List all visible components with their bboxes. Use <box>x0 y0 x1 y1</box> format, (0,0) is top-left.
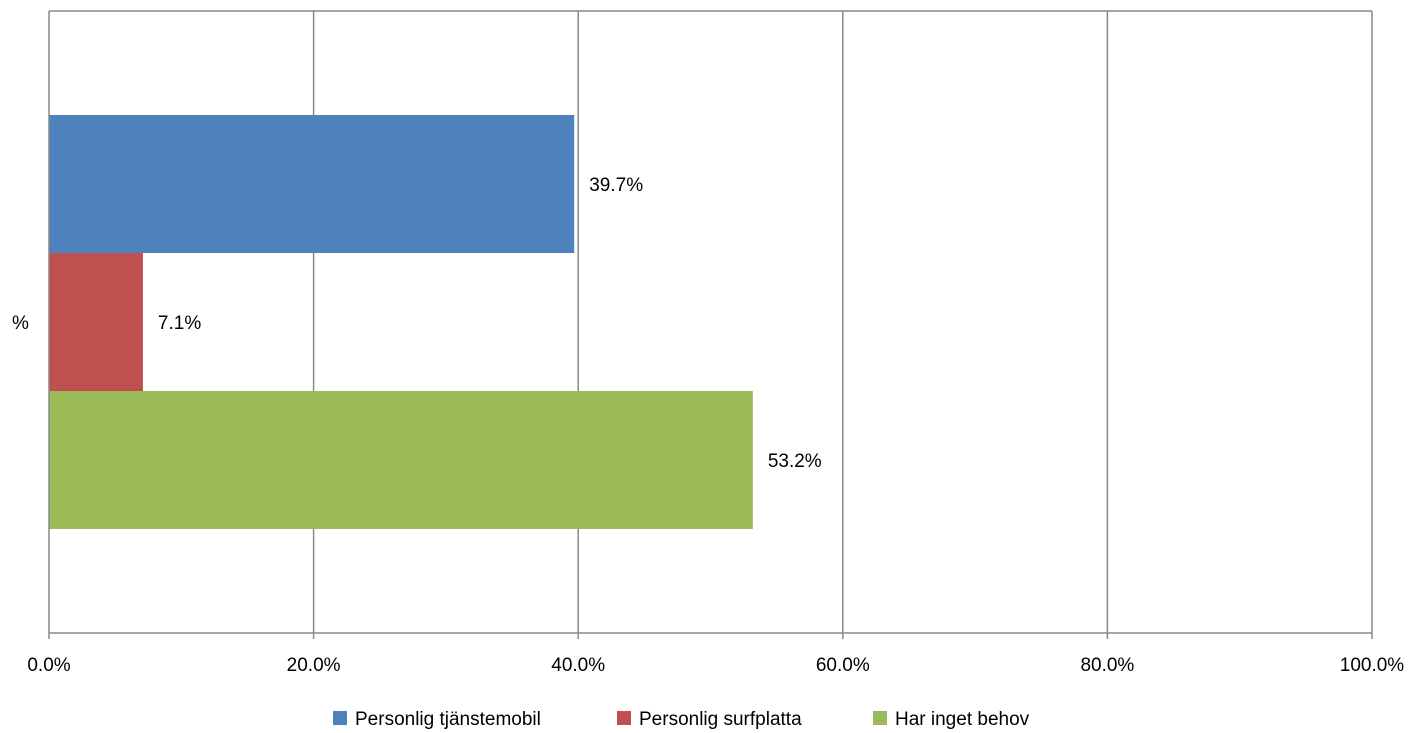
axes <box>48 10 1372 634</box>
bar-3 <box>49 391 753 529</box>
legend-label-1: Personlig tjänstemobil <box>355 709 541 730</box>
legend-label-2: Personlig surfplatta <box>639 709 802 730</box>
x-tick-labels: 0.0% 20.0% 40.0% 60.0% 80.0% 100.0% <box>27 655 1404 676</box>
data-labels: 39.7% 7.1% 53.2% <box>158 175 822 472</box>
bar-1 <box>49 115 575 253</box>
legend-swatch-1 <box>333 711 347 725</box>
legend-swatch-3 <box>873 711 887 725</box>
gridlines <box>48 11 1373 639</box>
data-label-1: 39.7% <box>589 175 643 196</box>
x-tick-label: 20.0% <box>287 655 341 676</box>
x-tick-label: 100.0% <box>1340 655 1405 676</box>
x-tick-label: 40.0% <box>551 655 605 676</box>
legend-swatch-2 <box>617 711 631 725</box>
bar-2 <box>49 253 143 391</box>
x-tick-label: 0.0% <box>27 655 70 676</box>
x-tick-label: 60.0% <box>816 655 870 676</box>
category-label: % <box>12 313 29 334</box>
bars <box>49 115 753 529</box>
data-label-3: 53.2% <box>768 451 822 472</box>
legend: Personlig tjänstemobil Personlig surfplat… <box>333 709 1030 730</box>
legend-label-3: Har inget behov <box>895 709 1030 730</box>
data-label-2: 7.1% <box>158 313 201 334</box>
x-tick-label: 80.0% <box>1080 655 1134 676</box>
